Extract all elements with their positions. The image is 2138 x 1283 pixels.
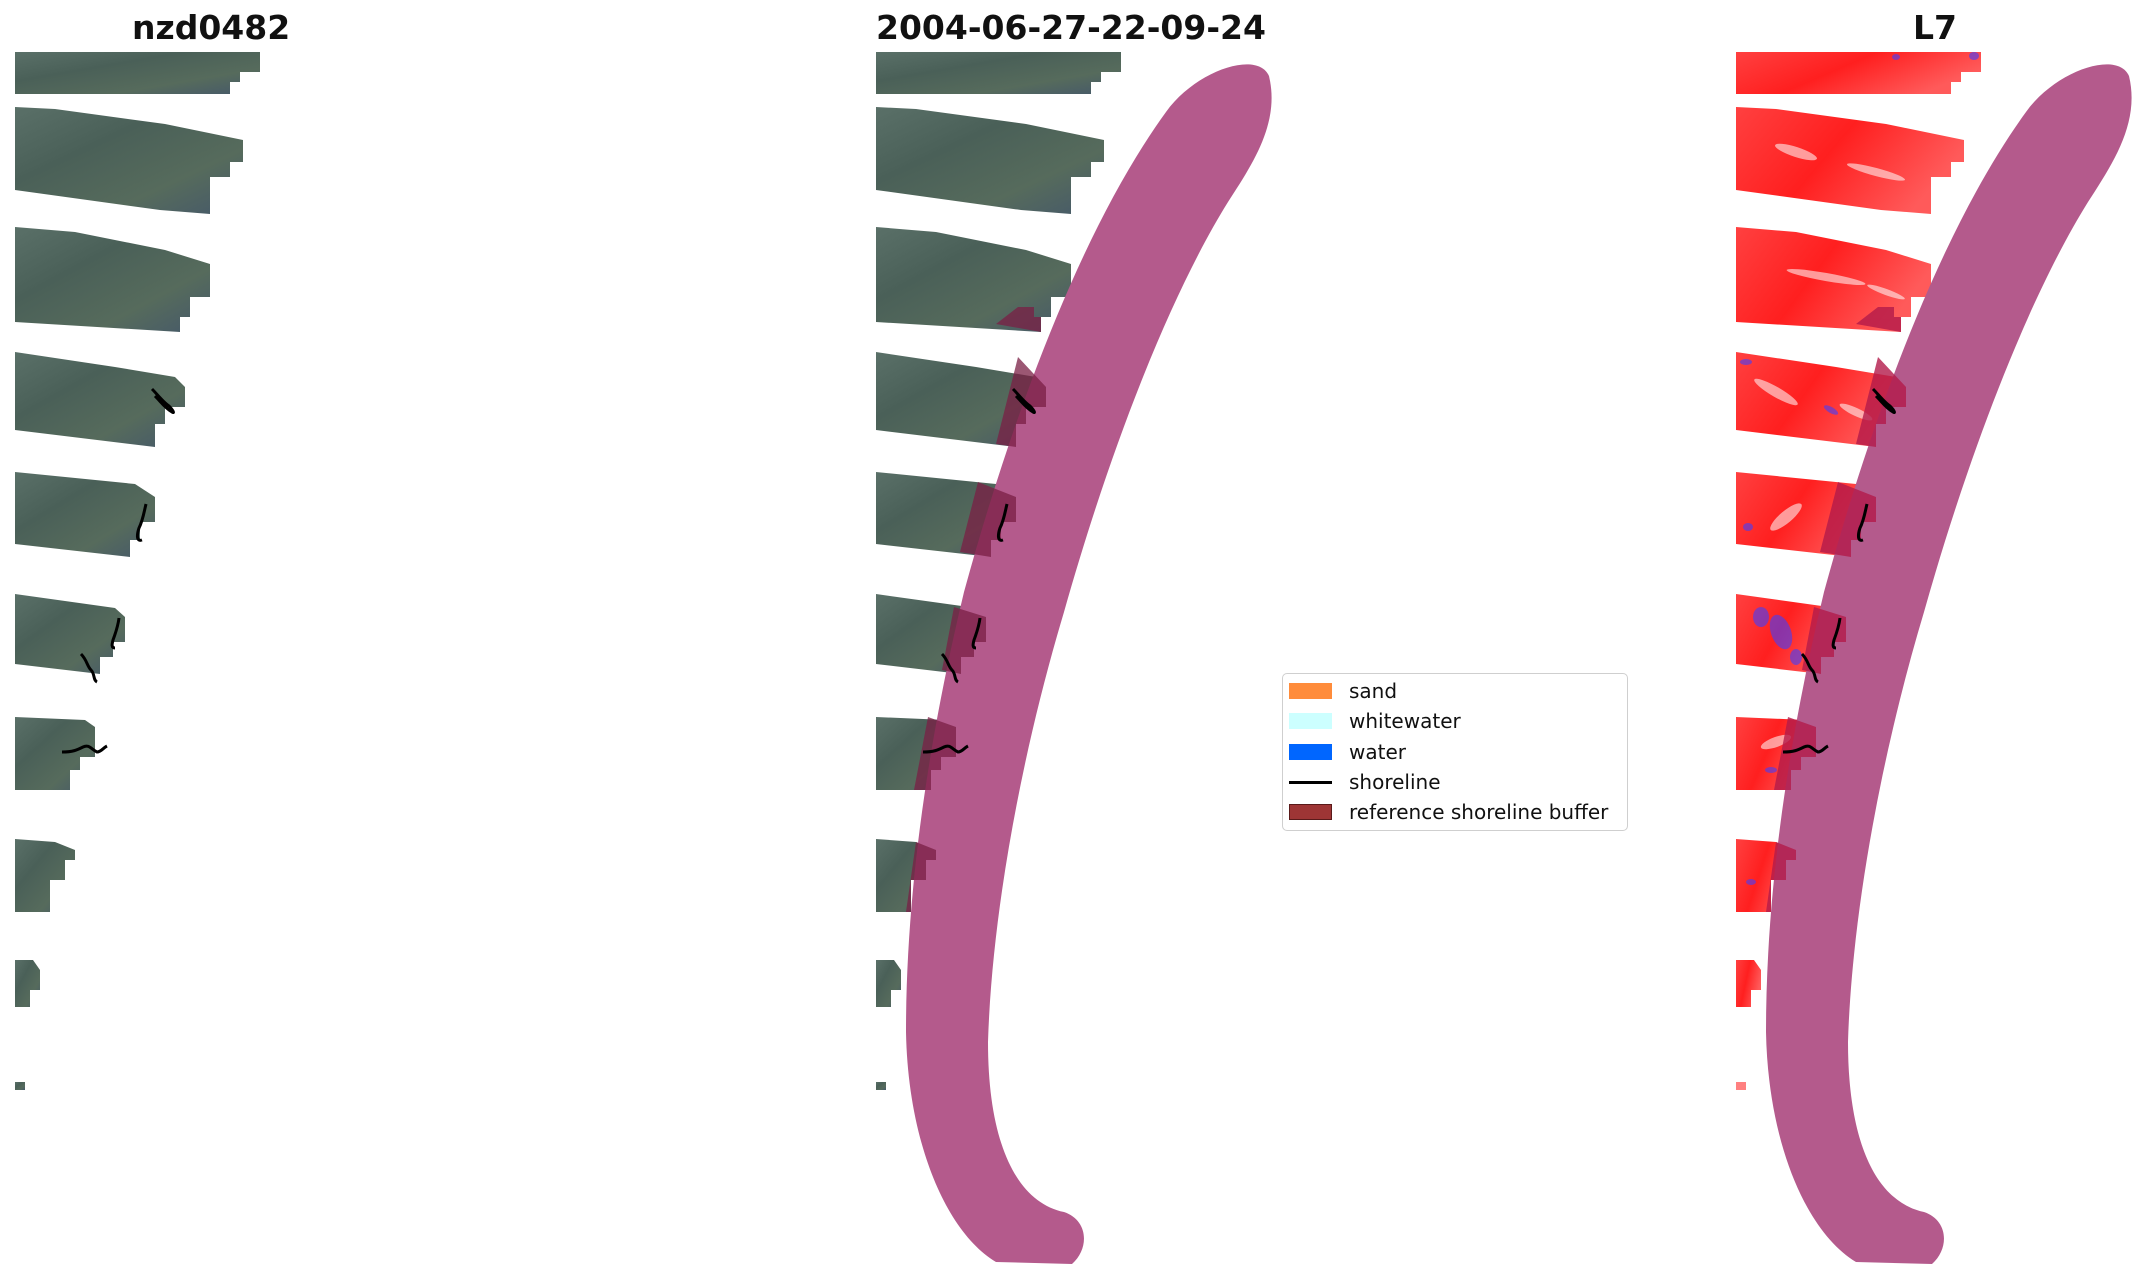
- rgb-image-strips: [15, 52, 260, 1090]
- legend-item-whitewater: whitewater: [1289, 707, 1461, 735]
- legend-label: sand: [1349, 679, 1398, 703]
- shoreline-line-swatch: [1289, 780, 1332, 784]
- title-site-name: nzd0482: [132, 8, 291, 47]
- buffer-over-image-overlap: [1766, 307, 1906, 912]
- buffer-overlay-panel: [876, 52, 1272, 1264]
- water-swatch: [1289, 744, 1332, 760]
- legend-item-reference-buffer: reference shoreline buffer: [1289, 798, 1608, 826]
- index-texture: [1754, 143, 1905, 750]
- legend-item-water: water: [1289, 738, 1406, 766]
- rgb-image-panel: [15, 52, 260, 1090]
- legend-item-sand: sand: [1289, 677, 1397, 705]
- reference-shoreline-buffer: [906, 64, 1272, 1264]
- legend-label: water: [1349, 740, 1406, 764]
- legend-item-shoreline: shoreline: [1289, 768, 1441, 796]
- title-image-date: 2004-06-27-22-09-24: [876, 8, 1266, 47]
- title-satellite: L7: [1913, 8, 1957, 47]
- whitewater-swatch: [1289, 713, 1332, 729]
- buffer-swatch: [1289, 804, 1332, 820]
- legend-label: whitewater: [1349, 709, 1461, 733]
- detected-shoreline-lines: [1782, 387, 1896, 754]
- legend-label: shoreline: [1349, 770, 1441, 794]
- detected-shoreline-lines: [61, 387, 175, 754]
- index-water-patches: [1740, 52, 1979, 885]
- water-index-panel: [1736, 52, 2132, 1264]
- detected-shoreline-lines: [922, 387, 1036, 754]
- reference-shoreline-buffer: [1766, 64, 2132, 1264]
- legend: sand whitewater water shoreline referenc…: [1282, 673, 1628, 831]
- legend-label: reference shoreline buffer: [1349, 800, 1609, 824]
- sand-swatch: [1289, 683, 1332, 699]
